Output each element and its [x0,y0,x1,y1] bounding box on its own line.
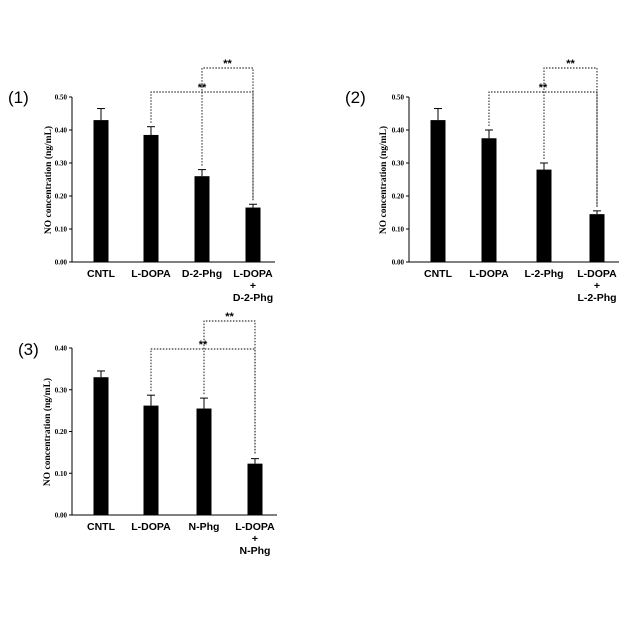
bar [245,207,261,262]
y-tick-label: 0.20 [55,193,68,201]
category-label: D-2-Phg [182,268,222,280]
y-tick-label: 0.00 [392,259,405,267]
bar [143,405,159,515]
y-tick-label: 0.00 [55,259,68,267]
category-label: L-2-Phg [577,292,616,304]
bar [194,176,210,262]
bar [93,377,109,515]
category-label: CNTL [424,268,453,280]
category-label: N-Phg [189,521,220,533]
significance-bracket [201,67,254,201]
y-tick-label: 0.40 [392,127,405,135]
y-tick-label: 0.40 [55,345,68,353]
y-tick-label: 0.10 [392,226,405,234]
y-axis-label: NO concentration (ng/mL) [378,126,389,234]
y-tick-label: 0.30 [55,160,68,168]
panel-label: (1) [8,88,29,107]
chart-panel-1: (1) 0.00 0.10 0.20 0.30 0.40 0.50 NO concentrat… [8,58,275,304]
y-tick-label: 0.30 [392,160,405,168]
significance-label: ** [539,82,548,94]
y-tick-label: 0.20 [55,428,68,436]
y-tick-label: 0.00 [55,512,68,520]
bar [143,134,159,262]
category-label: L-DOPA [577,268,617,280]
panel-label: (2) [345,88,366,107]
significance-bracket [150,91,254,201]
significance-label: ** [223,58,232,70]
bar [430,120,446,262]
bar [93,120,109,262]
category-label: + [252,533,258,545]
category-label: L-DOPA [469,268,509,280]
chart-panel-2: (2) 0.00 0.10 0.20 0.30 0.40 0.50 NO concentrat… [345,58,619,304]
category-label: + [250,280,256,292]
category-label: CNTL [87,521,116,533]
y-tick-label: 0.10 [55,470,68,478]
significance-label: ** [566,58,575,70]
bar [196,408,212,515]
y-tick-label: 0.10 [55,226,68,234]
significance-label: ** [198,82,207,94]
y-tick-label: 0.20 [392,193,405,201]
significance-label: ** [199,339,208,351]
y-tick-label: 0.50 [392,94,405,102]
significance-bracket [203,320,256,455]
category-label: L-DOPA [235,521,275,533]
y-tick-label: 0.30 [55,386,68,394]
category-label: + [594,280,600,292]
category-label: D-2-Phg [233,292,273,304]
category-label: L-DOPA [233,268,273,280]
category-label: CNTL [87,268,116,280]
y-tick-label: 0.50 [55,94,68,102]
category-label: L-2-Phg [524,268,563,280]
y-tick-label: 0.40 [55,127,68,135]
significance-label: ** [225,311,234,323]
significance-bracket [543,67,598,207]
category-label: L-DOPA [131,521,171,533]
category-label: N-Phg [240,545,271,557]
y-axis-label: NO concentration (ng/mL) [43,126,54,234]
y-axis-label: NO concentration (ng/mL) [42,378,53,486]
panel-label: (3) [18,340,39,359]
chart-panel-3: (3) 0.00 0.10 0.20 0.30 0.40 NO concentration … [18,311,277,557]
bar [481,138,497,262]
category-label: L-DOPA [131,268,171,280]
bar [536,169,552,262]
bar [589,214,605,262]
bar [247,463,263,515]
